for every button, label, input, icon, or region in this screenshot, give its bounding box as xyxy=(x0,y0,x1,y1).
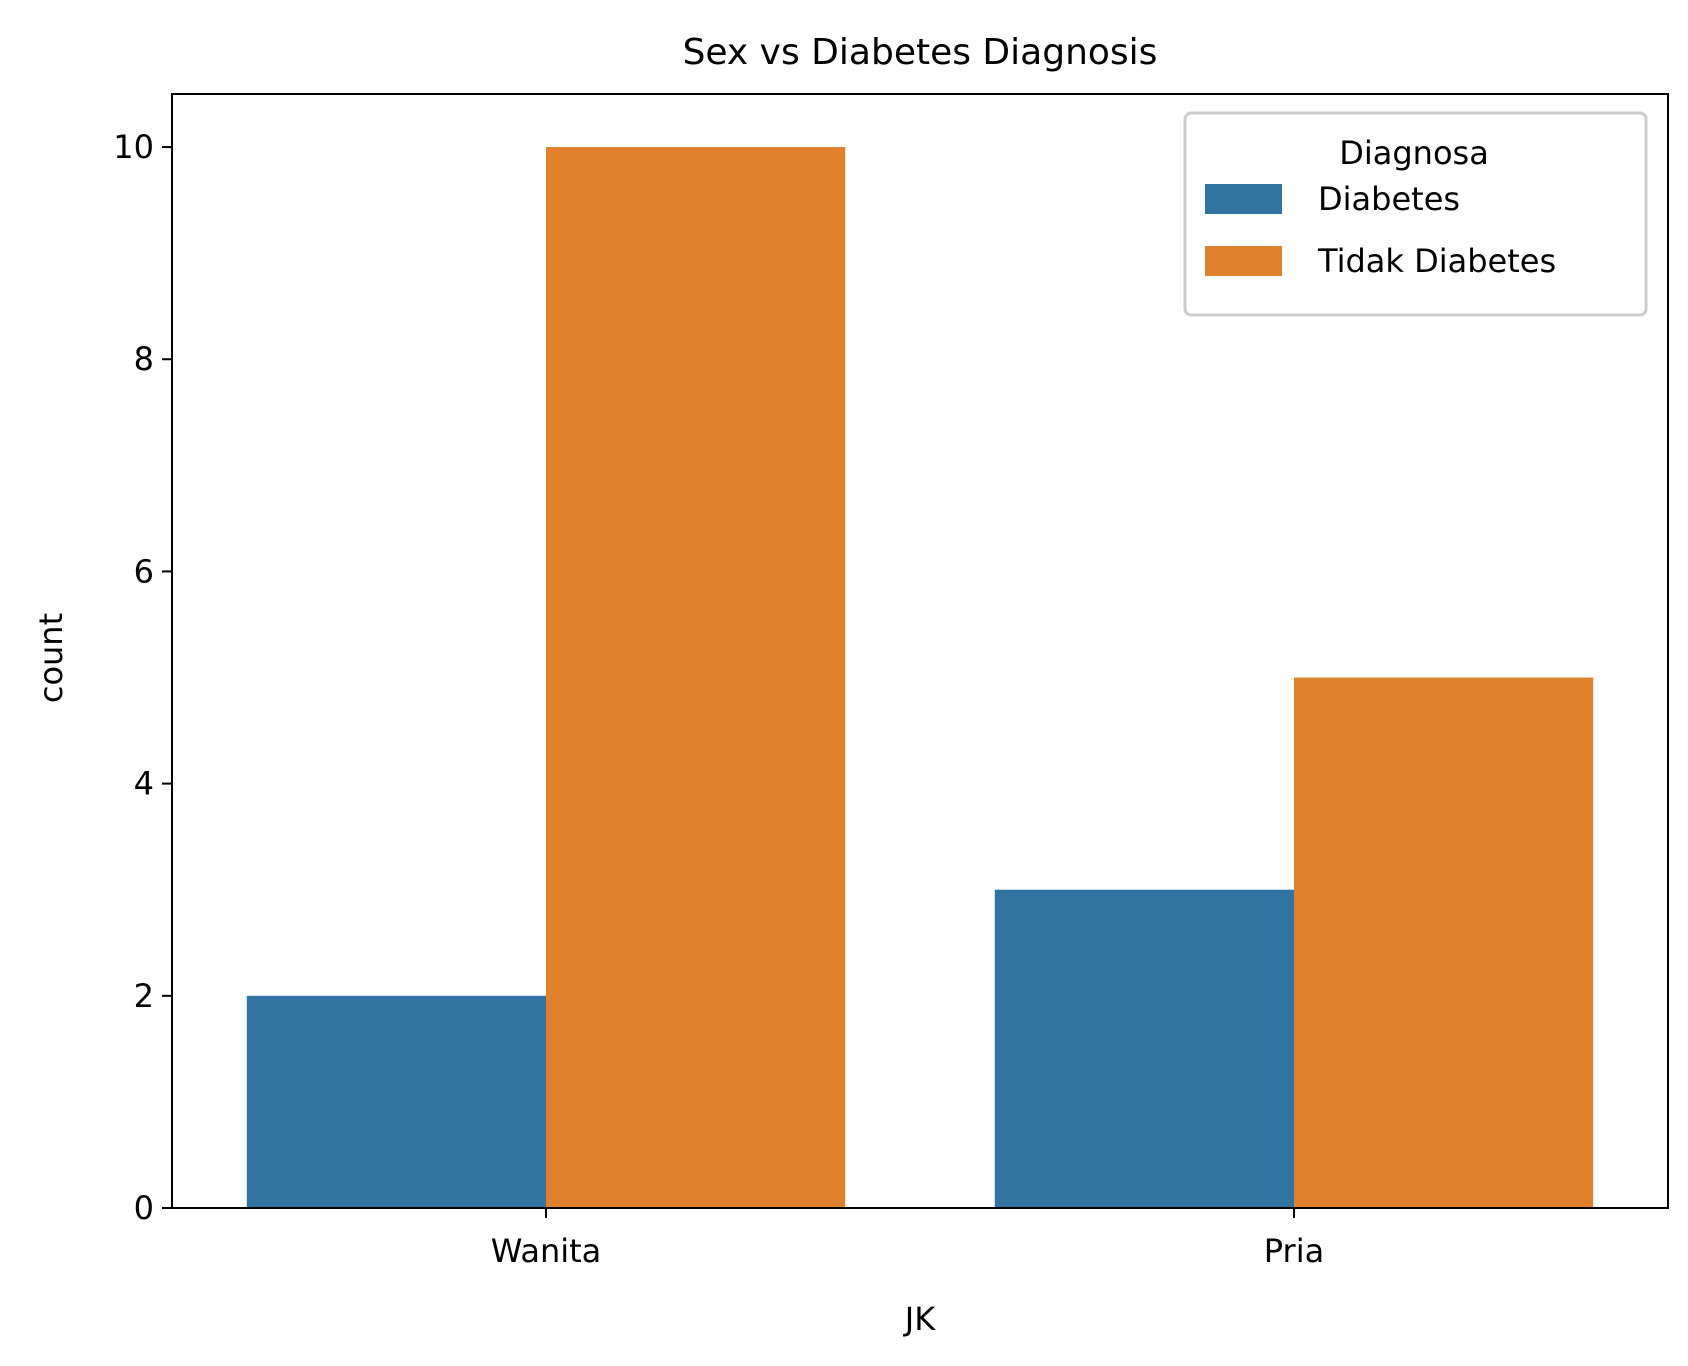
y-tick-label: 4 xyxy=(134,765,154,803)
y-tick-label: 2 xyxy=(134,977,154,1015)
axes-layer: 0 2 4 6 8 10 Wanita Pria xyxy=(113,93,1669,1270)
legend-frame xyxy=(1183,111,1648,317)
y-tick-label: 0 xyxy=(134,1189,154,1227)
legend-swatch-diabetes xyxy=(1205,184,1282,214)
y-axis-label: count xyxy=(32,613,70,703)
bar-pria-tidak-diabetes xyxy=(1294,677,1594,1208)
axes-frame xyxy=(171,93,1669,1209)
x-tick-label: Pria xyxy=(1264,1232,1324,1270)
legend-entries: Diabetes Tidak Diabetes xyxy=(1205,180,1556,280)
y-tick-label: 6 xyxy=(134,552,154,590)
bar-wanita-tidak-diabetes xyxy=(546,147,846,1209)
legend-swatch-tidak-diabetes xyxy=(1205,246,1282,276)
legend-label-diabetes: Diabetes xyxy=(1318,180,1460,218)
chart-title: Sex vs Diabetes Diagnosis xyxy=(683,32,1158,73)
legend-label-tidak-diabetes: Tidak Diabetes xyxy=(1317,242,1556,280)
bar-wanita-diabetes xyxy=(246,995,547,1208)
x-tick-label: Wanita xyxy=(491,1232,602,1270)
legend: Diagnosa Diabetes Tidak Diabetes xyxy=(1183,111,1648,317)
x-axis-label: JK xyxy=(903,1300,936,1338)
bars-layer xyxy=(246,147,1594,1209)
y-tick-label: 8 xyxy=(134,340,154,378)
y-tick-label: 10 xyxy=(113,128,154,166)
bar-pria-diabetes xyxy=(994,889,1294,1208)
legend-title: Diagnosa xyxy=(1339,134,1489,172)
